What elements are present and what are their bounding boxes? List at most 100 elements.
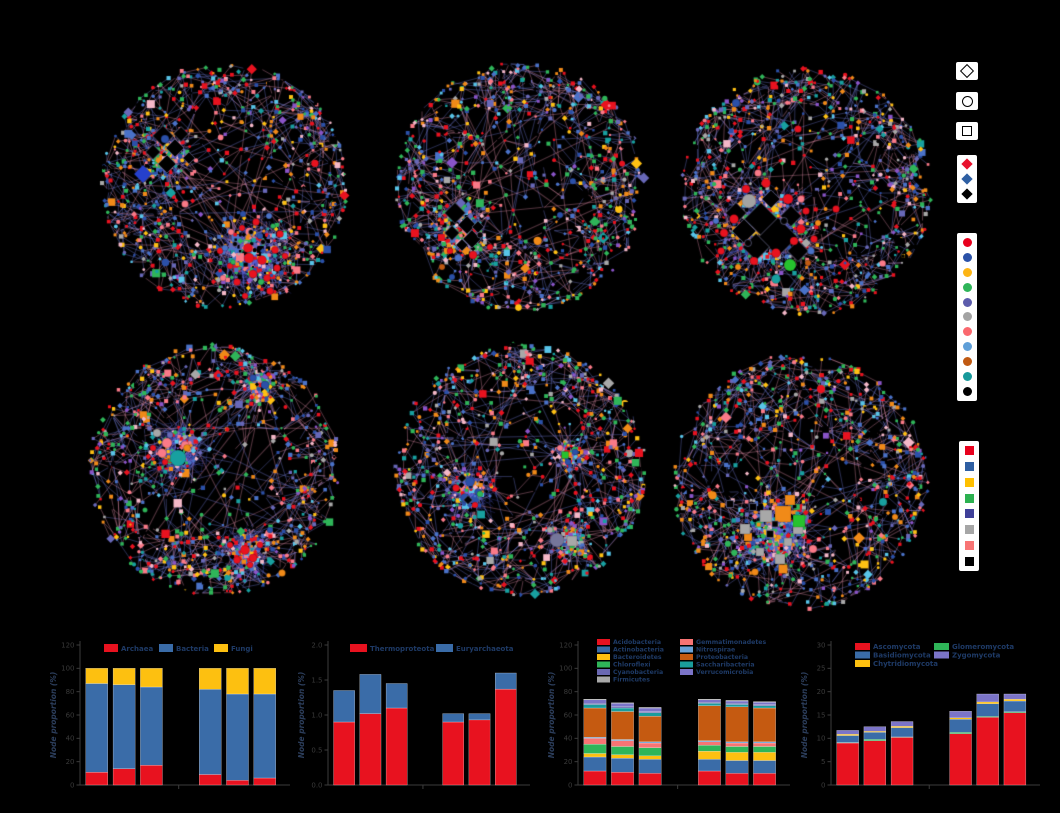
bar-segment-Fungi xyxy=(253,668,276,695)
bar-segment-Cyanobacteria xyxy=(725,703,749,705)
bar-segment-Acidobacteria xyxy=(725,773,749,786)
bar-segment-Archaea xyxy=(199,774,222,786)
bar-segment-Verrucomicrobia xyxy=(611,703,634,707)
bar-segment-Ascomycota xyxy=(890,737,914,786)
bar-segment-Firmicutes xyxy=(725,700,749,702)
bar-segment-Bacteria xyxy=(85,683,108,773)
legend-swatch-Basidiomycota xyxy=(855,651,870,659)
phylum-square-key-marker xyxy=(964,477,974,487)
bar-segment-Bacteroidetes xyxy=(583,753,607,758)
phylum-circle-key-marker xyxy=(962,327,972,337)
bar-segment-Ascomycota xyxy=(976,717,999,786)
bar-segment-Zygomycota xyxy=(863,726,887,732)
phylum-square-key-marker xyxy=(964,556,974,566)
legend-swatch-Actinobacteria xyxy=(597,646,610,653)
bar-segment-Chytridiomycota xyxy=(976,701,999,704)
y-tick-label: 100 xyxy=(61,665,74,673)
legend-label: Ascomycota xyxy=(873,643,921,651)
bar-segment-Verrucomicrobia xyxy=(753,702,776,705)
circle-icon xyxy=(961,95,973,107)
bar-segment-Firmicutes xyxy=(583,699,607,700)
bar-segment-Basidiomycota xyxy=(836,735,859,743)
legend-label: Archaea xyxy=(121,645,153,653)
bar-segment-Bacteroidetes xyxy=(725,752,749,761)
y-tick-label: 100 xyxy=(559,665,572,673)
y-tick-label: 120 xyxy=(61,641,74,649)
bar-segment-Archaea xyxy=(112,768,136,786)
legend-label: Acidobacteria xyxy=(613,639,661,646)
legend-label: Euryarchaeota xyxy=(456,645,514,653)
diamond-icon xyxy=(959,63,975,79)
bar-segment-Gemmatimonadetes xyxy=(611,740,634,747)
bar-segment-Glomeromycota xyxy=(863,739,887,741)
bar-segment-Zygomycota xyxy=(976,693,999,703)
bar-segment-Basidiomycota xyxy=(1003,700,1027,712)
y-tick-label: 0 xyxy=(821,781,825,789)
bar-segment-Nitrospirae xyxy=(638,741,662,744)
bar-segment-Chloroflexi xyxy=(753,746,776,753)
bar-segment-Nitrospirae xyxy=(753,741,776,744)
bar-segment-Ascomycota xyxy=(863,740,887,786)
bar-chart-4: 0 5 10 15 20 25 30 Node proportion (%) Ascomycot… xyxy=(800,641,1040,789)
legend-swatch-Chloroflexi xyxy=(597,661,610,668)
bar-segment-Proteobacteria xyxy=(611,711,634,740)
phylum-circle-key-marker xyxy=(962,238,972,247)
legend-swatch-Thermoproteota xyxy=(350,644,367,652)
phylum-circle-key-marker xyxy=(962,312,972,322)
bar-segment-Actinobacteria xyxy=(725,760,749,774)
bar-segment-Firmicutes xyxy=(638,707,662,709)
bar-segment-Ascomycota xyxy=(949,733,972,786)
y-tick-label: 1.5 xyxy=(311,676,322,684)
bar-segment-Gemmatimonadetes xyxy=(638,742,662,748)
bar-segment-Euryarchaeota xyxy=(495,672,517,690)
bar-segment-Actinobacteria xyxy=(611,758,634,773)
y-tick-label: 40 xyxy=(564,735,573,743)
bar-segment-Actinobacteria xyxy=(638,759,662,774)
bar-segment-Fungi xyxy=(140,668,163,688)
bar-segment-Chytridiomycota xyxy=(1003,698,1027,702)
legend-label: Thermoproteota xyxy=(370,645,435,653)
bar-segment-Proteobacteria xyxy=(753,707,776,742)
bar-segment-Euryarchaeota xyxy=(359,674,382,714)
y-tick-label: 20 xyxy=(564,758,573,766)
bar-segment-Proteobacteria xyxy=(583,707,607,738)
network-plot-6 xyxy=(656,338,944,626)
y-axis-label: Node proportion (%) xyxy=(49,672,58,759)
bar-segment-Acidobacteria xyxy=(753,773,776,786)
y-axis-label: Node proportion (%) xyxy=(297,672,306,759)
phylum-circle-key-marker xyxy=(962,267,972,277)
bar-segment-Euryarchaeota xyxy=(385,683,408,709)
module-diamond-legend xyxy=(957,155,977,203)
bar-segment-Nitrospirae xyxy=(583,737,607,739)
legend-label: Basidiomycota xyxy=(873,652,931,660)
bar-segment-Verrucomicrobia xyxy=(638,707,662,712)
legend-swatch-Archaea xyxy=(104,644,118,652)
bar-segment-Glomeromycota xyxy=(949,732,972,734)
bar-segment-Ascomycota xyxy=(1003,712,1027,786)
bar-segment-Firmicutes xyxy=(698,699,721,700)
legend-label: Gemmatimonadetes xyxy=(696,639,766,646)
bar-segment-Chloroflexi xyxy=(725,746,749,753)
square-icon xyxy=(962,126,972,136)
phylum-square-key-marker xyxy=(964,541,974,551)
bar-segment-Acidobacteria xyxy=(611,772,634,786)
legend-swatch-Saccharibacteria xyxy=(680,661,693,668)
legend-swatch-Gemmatimonadetes xyxy=(680,639,693,645)
bar-segment-Saccharibacteria xyxy=(611,707,634,712)
legend-swatch-Glomeromycota xyxy=(934,643,949,650)
legend-label: Saccharibacteria xyxy=(696,662,755,669)
y-tick-label: 30 xyxy=(817,641,826,649)
bar-segment-Basidiomycota xyxy=(949,719,972,733)
bar-segment-Bacteroidetes xyxy=(611,754,634,759)
module-key-marker xyxy=(961,173,973,185)
bar-chart-3: 0 20 40 60 80 100 120 Node proportion (%) Acidob… xyxy=(547,639,790,789)
bar-segment-Zygomycota xyxy=(949,711,972,718)
bar-segment-Proteobacteria xyxy=(698,705,721,741)
legend-label: Proteobacteria xyxy=(696,654,748,661)
phylum-square-key-marker xyxy=(964,461,974,471)
legend-swatch-Zygomycota xyxy=(934,651,949,659)
legend-label: Bacteroidetes xyxy=(613,654,662,661)
phylum-square-key-marker xyxy=(964,525,974,535)
bar-segment-Bacteria xyxy=(112,684,136,769)
